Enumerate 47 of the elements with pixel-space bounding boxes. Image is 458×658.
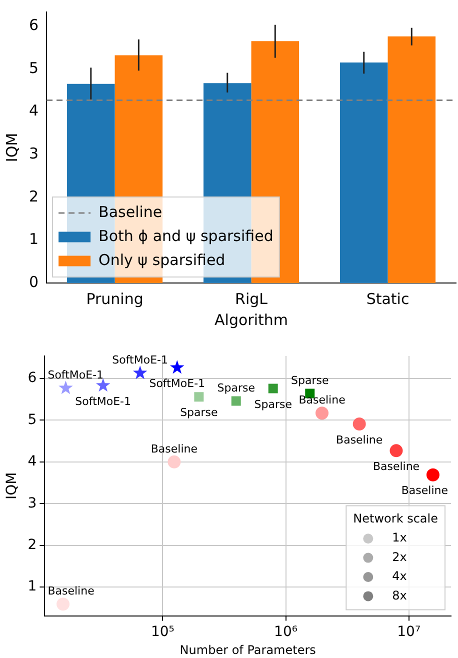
- x-tick-label: 10⁷: [397, 624, 421, 640]
- y-tick-label: 5: [28, 58, 39, 77]
- x-tick-label: Pruning: [86, 290, 144, 308]
- text: SoftMoE-1: [149, 377, 206, 390]
- y-tick-label: 4: [28, 102, 39, 120]
- text: Baseline: [372, 460, 420, 474]
- series-label: Baseline: [298, 393, 346, 406]
- x-tick-label: 10⁶: [274, 624, 298, 640]
- legend-label: 2x: [392, 550, 407, 564]
- text: Baseline: [48, 584, 94, 598]
- bar: [388, 36, 436, 283]
- legend-label: 4x: [392, 569, 407, 584]
- y-tick-label: 6: [28, 370, 37, 386]
- y-tick-label: 1: [28, 578, 37, 595]
- text: Sparse: [180, 406, 218, 420]
- legend-label: 1x: [392, 530, 407, 545]
- x-tick-label: Static: [366, 290, 410, 308]
- legend-title: Network scale: [353, 512, 438, 526]
- text: Sparse: [254, 398, 292, 411]
- x-tick-label: RigL: [235, 290, 268, 308]
- text: SoftMoE-1: [75, 394, 132, 408]
- text: Baseline: [401, 484, 448, 498]
- x-axis-title: Algorithm: [214, 310, 288, 329]
- legend-label: 8x: [392, 588, 407, 602]
- text: Baseline: [150, 442, 198, 456]
- y-tick-label: 6: [28, 16, 39, 34]
- series-label: Sparse: [217, 381, 256, 394]
- legend-label: Baseline: [98, 202, 162, 221]
- y-tick-label: 0: [28, 272, 39, 291]
- y-tick-label: 3: [28, 144, 39, 162]
- y-axis-title: IQM: [2, 132, 21, 162]
- text: SoftMoE-1: [112, 353, 168, 366]
- y-axis-title: IQM: [4, 472, 20, 500]
- legend-label: Only ψ sparsified: [98, 250, 226, 269]
- bar: [340, 62, 388, 283]
- y-tick-label: 3: [28, 495, 37, 512]
- y-tick-label: 1: [28, 230, 39, 248]
- y-tick-label: 2: [28, 187, 39, 206]
- text: Sparse: [291, 374, 329, 387]
- y-tick-label: 5: [28, 412, 37, 428]
- y-tick-label: 4: [28, 454, 37, 470]
- legend-label: Both ϕ and ψ sparsified: [98, 226, 274, 245]
- y-tick-label: 2: [28, 536, 37, 553]
- series-label: SoftMoE-1: [48, 368, 104, 382]
- x-axis-title: Number of Parameters: [180, 642, 316, 657]
- text: Baseline: [336, 433, 383, 446]
- x-tick-label: 10⁵: [150, 624, 174, 640]
